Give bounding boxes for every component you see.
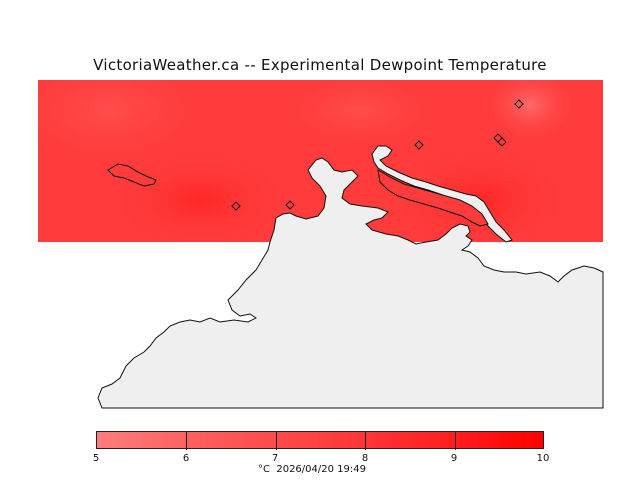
coastal-inlet	[377, 169, 489, 227]
legend-label-8: 8	[361, 453, 369, 464]
legend-tick-7	[276, 432, 277, 450]
legend-label-9: 9	[450, 453, 458, 464]
station-marker-5[interactable]	[497, 137, 507, 147]
legend-label-6: 6	[182, 453, 190, 464]
legend-tick-6	[186, 432, 187, 450]
land-mass	[97, 157, 604, 409]
station-marker-1[interactable]	[231, 201, 241, 211]
legend-color-bar	[96, 431, 544, 450]
legend-label-10: 10	[536, 453, 550, 464]
legend-tick-9	[455, 432, 456, 450]
timestamp: 2026/04/20 19:49	[276, 464, 366, 475]
map-title: VictoriaWeather.ca -- Experimental Dewpo…	[93, 56, 547, 74]
legend-label-7: 7	[271, 453, 279, 464]
island-spit	[371, 145, 513, 243]
legend-footer: °C 2026/04/20 19:49	[258, 464, 366, 475]
unit-label: °C	[258, 464, 270, 475]
station-marker-2[interactable]	[285, 200, 295, 210]
station-markers	[231, 99, 524, 211]
legend-label-5: 5	[92, 453, 100, 464]
legend-tick-8	[365, 432, 366, 450]
station-marker-3[interactable]	[414, 140, 424, 150]
island-west	[107, 163, 157, 187]
station-marker-6[interactable]	[514, 99, 524, 109]
